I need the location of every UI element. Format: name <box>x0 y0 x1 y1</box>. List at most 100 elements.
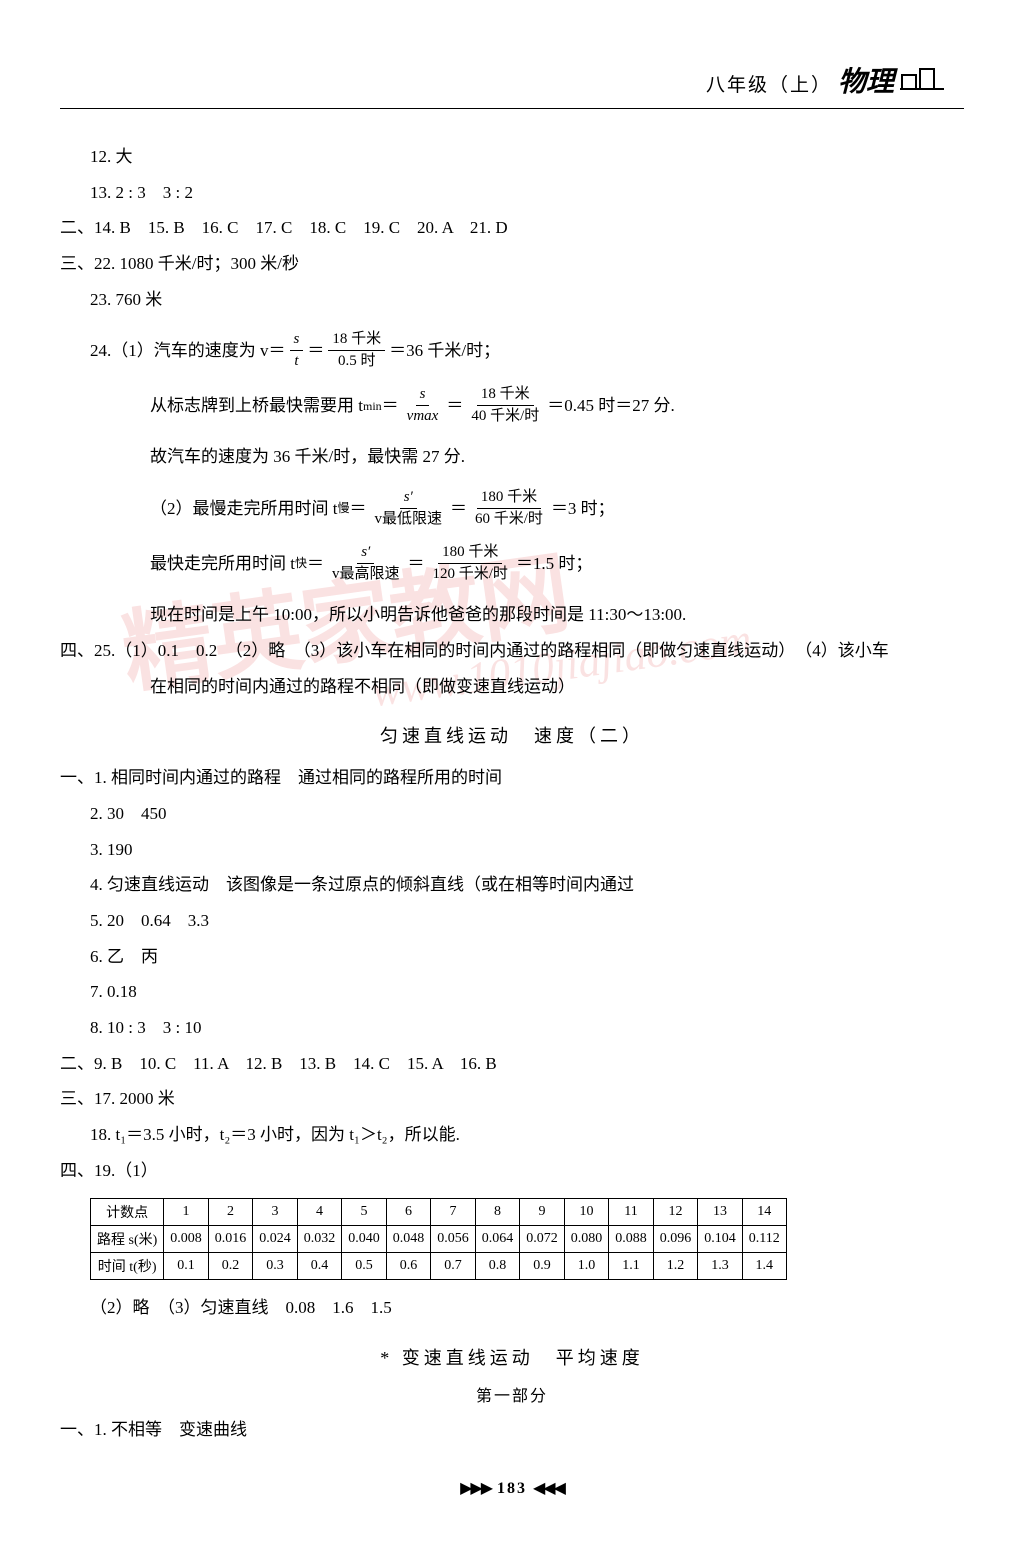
fraction: s′ v最高限速 <box>328 542 404 585</box>
fraction: s vmax <box>403 384 443 427</box>
header-subject: 物理 <box>838 60 894 100</box>
header-grade: 八年级（上） <box>706 70 832 97</box>
table-cell: 0.4 <box>297 1253 342 1280</box>
answer-25b: 在相同的时间内通过的路程不相同（即做变速直线运动） <box>150 669 964 705</box>
table-cell: 4 <box>297 1199 342 1226</box>
s2-answer-after: （2）略 （3）匀速直线 0.08 1.6 1.5 <box>90 1290 964 1326</box>
page-number-value: 183 <box>497 1480 527 1497</box>
s2-answer-7: 7. 0.18 <box>90 974 964 1010</box>
book-icon <box>900 61 944 96</box>
table-cell: 13 <box>698 1199 743 1226</box>
table-cell: 0.080 <box>564 1226 609 1253</box>
fraction: 18 千米 0.5 时 <box>328 329 385 372</box>
table-cell: 0.8 <box>475 1253 520 1280</box>
text: 从标志牌到上桥最快需要用 t <box>150 394 363 418</box>
s2-answer-3: 3. 190 <box>90 832 964 868</box>
arrow-left-icon: ▶▶▶ <box>460 1480 491 1497</box>
answer-24-1: 24.（1）汽车的速度为 v＝ s t ＝ 18 千米 0.5 时 ＝36 千米… <box>90 329 964 372</box>
frac-den: t <box>290 351 302 372</box>
frac-den: 120 千米/时 <box>429 564 512 585</box>
eq: ＝ <box>446 394 463 418</box>
answer-24-1b: 从标志牌到上桥最快需要用 tmin ＝ s vmax ＝ 18 千米 40 千米… <box>150 384 964 427</box>
sub: 快 <box>295 555 307 572</box>
table-cell: 14 <box>742 1199 786 1226</box>
answer-25a: 四、25.（1）0.1 0.2 （2）略 （3）该小车在相同的时间内通过的路程相… <box>60 633 964 669</box>
content-body: 12. 大 13. 2 : 3 3 : 2 二、14. B 15. B 16. … <box>60 139 964 1498</box>
section-title-2: 匀速直线运动 速度（二） <box>60 722 964 748</box>
table-cell: 0.9 <box>520 1253 565 1280</box>
frac-den: vmax <box>403 406 443 427</box>
fraction: 18 千米 40 千米/时 <box>467 384 543 427</box>
s3-answer-1: 一、1. 不相等 变速曲线 <box>60 1412 964 1448</box>
answer-24-2a: （2）最慢走完所用时间 t慢 ＝ s′ v最低限速 ＝ 180 千米 60 千米… <box>150 487 964 530</box>
table-row: 时间 t(秒) 0.1 0.2 0.3 0.4 0.5 0.6 0.7 0.8 … <box>91 1253 787 1280</box>
sub: min <box>363 398 382 415</box>
text: （2）最慢走完所用时间 t <box>150 497 337 521</box>
frac-den: 60 千米/时 <box>471 509 547 530</box>
frac-num: s′ <box>400 487 417 509</box>
table-cell: 10 <box>564 1199 609 1226</box>
s2-answer-2: 2. 30 450 <box>90 796 964 832</box>
table-cell: 0.096 <box>653 1226 698 1253</box>
sub: 慢 <box>337 500 349 517</box>
table-cell: 12 <box>653 1199 698 1226</box>
table-cell: 0.072 <box>520 1226 565 1253</box>
table-cell: 0.056 <box>431 1226 476 1253</box>
fraction: s′ v最低限速 <box>371 487 447 530</box>
table-row: 路程 s(米) 0.008 0.016 0.024 0.032 0.040 0.… <box>91 1226 787 1253</box>
table-cell: 8 <box>475 1199 520 1226</box>
eq: ＝ <box>382 394 399 418</box>
table-cell: 1 <box>164 1199 209 1226</box>
frac-den: 40 千米/时 <box>467 406 543 427</box>
table-cell: 1.2 <box>653 1253 698 1280</box>
table-cell: 9 <box>520 1199 565 1226</box>
frac-den: v最高限速 <box>328 564 404 585</box>
table-row-header: 计数点 1 2 3 4 5 6 7 8 9 10 11 12 13 14 <box>91 1199 787 1226</box>
table-header: 时间 t(秒) <box>91 1253 164 1280</box>
table-cell: 5 <box>342 1199 387 1226</box>
table-cell: 0.064 <box>475 1226 520 1253</box>
table-cell: 0.016 <box>208 1226 253 1253</box>
eq: ＝ <box>307 339 324 363</box>
eq: ＝ <box>350 497 367 521</box>
table-cell: 0.112 <box>742 1226 786 1253</box>
s2-answer-8: 8. 10 : 3 3 : 10 <box>90 1010 964 1046</box>
table-cell: 2 <box>208 1199 253 1226</box>
eq: ＝ <box>307 552 324 576</box>
frac-num: 18 千米 <box>328 329 385 351</box>
eq: ＝ <box>450 497 467 521</box>
s2-answer-18: 18. t₁＝3.5 小时，t₂＝3 小时，因为 t₁＞t₂，所以能. <box>90 1117 964 1153</box>
table-cell: 0.032 <box>297 1226 342 1253</box>
table-cell: 0.5 <box>342 1253 387 1280</box>
table-cell: 1.1 <box>609 1253 654 1280</box>
s2-answer-9-16: 二、9. B 10. C 11. A 12. B 13. B 14. C 15.… <box>60 1046 964 1082</box>
answer-24-2c: 现在时间是上午 10:00，所以小明告诉他爸爸的那段时间是 11:30～13:0… <box>150 597 964 633</box>
text: ＝0.45 时＝27 分. <box>547 394 675 418</box>
table-cell: 0.1 <box>164 1253 209 1280</box>
frac-den: v最低限速 <box>371 509 447 530</box>
answer-22: 三、22. 1080 千米/时；300 米/秒 <box>60 246 964 282</box>
page-number: ▶▶▶ 183 ◀◀◀ <box>60 1478 964 1498</box>
frac-num: 18 千米 <box>477 384 534 406</box>
table-header: 计数点 <box>91 1199 164 1226</box>
table-cell: 7 <box>431 1199 476 1226</box>
frac-num: s <box>290 329 304 351</box>
table-cell: 0.7 <box>431 1253 476 1280</box>
table-cell: 0.104 <box>698 1226 743 1253</box>
s2-answer-4: 4. 匀速直线运动 该图像是一条过原点的倾斜直线（或在相等时间内通过 <box>90 867 964 903</box>
table-cell: 0.048 <box>386 1226 431 1253</box>
table-cell: 3 <box>253 1199 298 1226</box>
table-cell: 1.4 <box>742 1253 786 1280</box>
frac-num: 180 千米 <box>477 487 541 509</box>
text: 24.（1）汽车的速度为 v＝ <box>90 339 286 363</box>
s2-answer-17: 三、17. 2000 米 <box>60 1081 964 1117</box>
text: ＝36 千米/时； <box>389 339 500 363</box>
answer-24-1c: 故汽车的速度为 36 千米/时，最快需 27 分. <box>150 439 964 475</box>
answer-14-21: 二、14. B 15. B 16. C 17. C 18. C 19. C 20… <box>60 210 964 246</box>
s2-answer-6: 6. 乙 丙 <box>90 939 964 975</box>
table-cell: 0.008 <box>164 1226 209 1253</box>
data-table: 计数点 1 2 3 4 5 6 7 8 9 10 11 12 13 14 路程 … <box>90 1198 787 1280</box>
text: ＝1.5 时； <box>516 552 593 576</box>
frac-den: 0.5 时 <box>334 351 380 372</box>
answer-12: 12. 大 <box>90 139 964 175</box>
